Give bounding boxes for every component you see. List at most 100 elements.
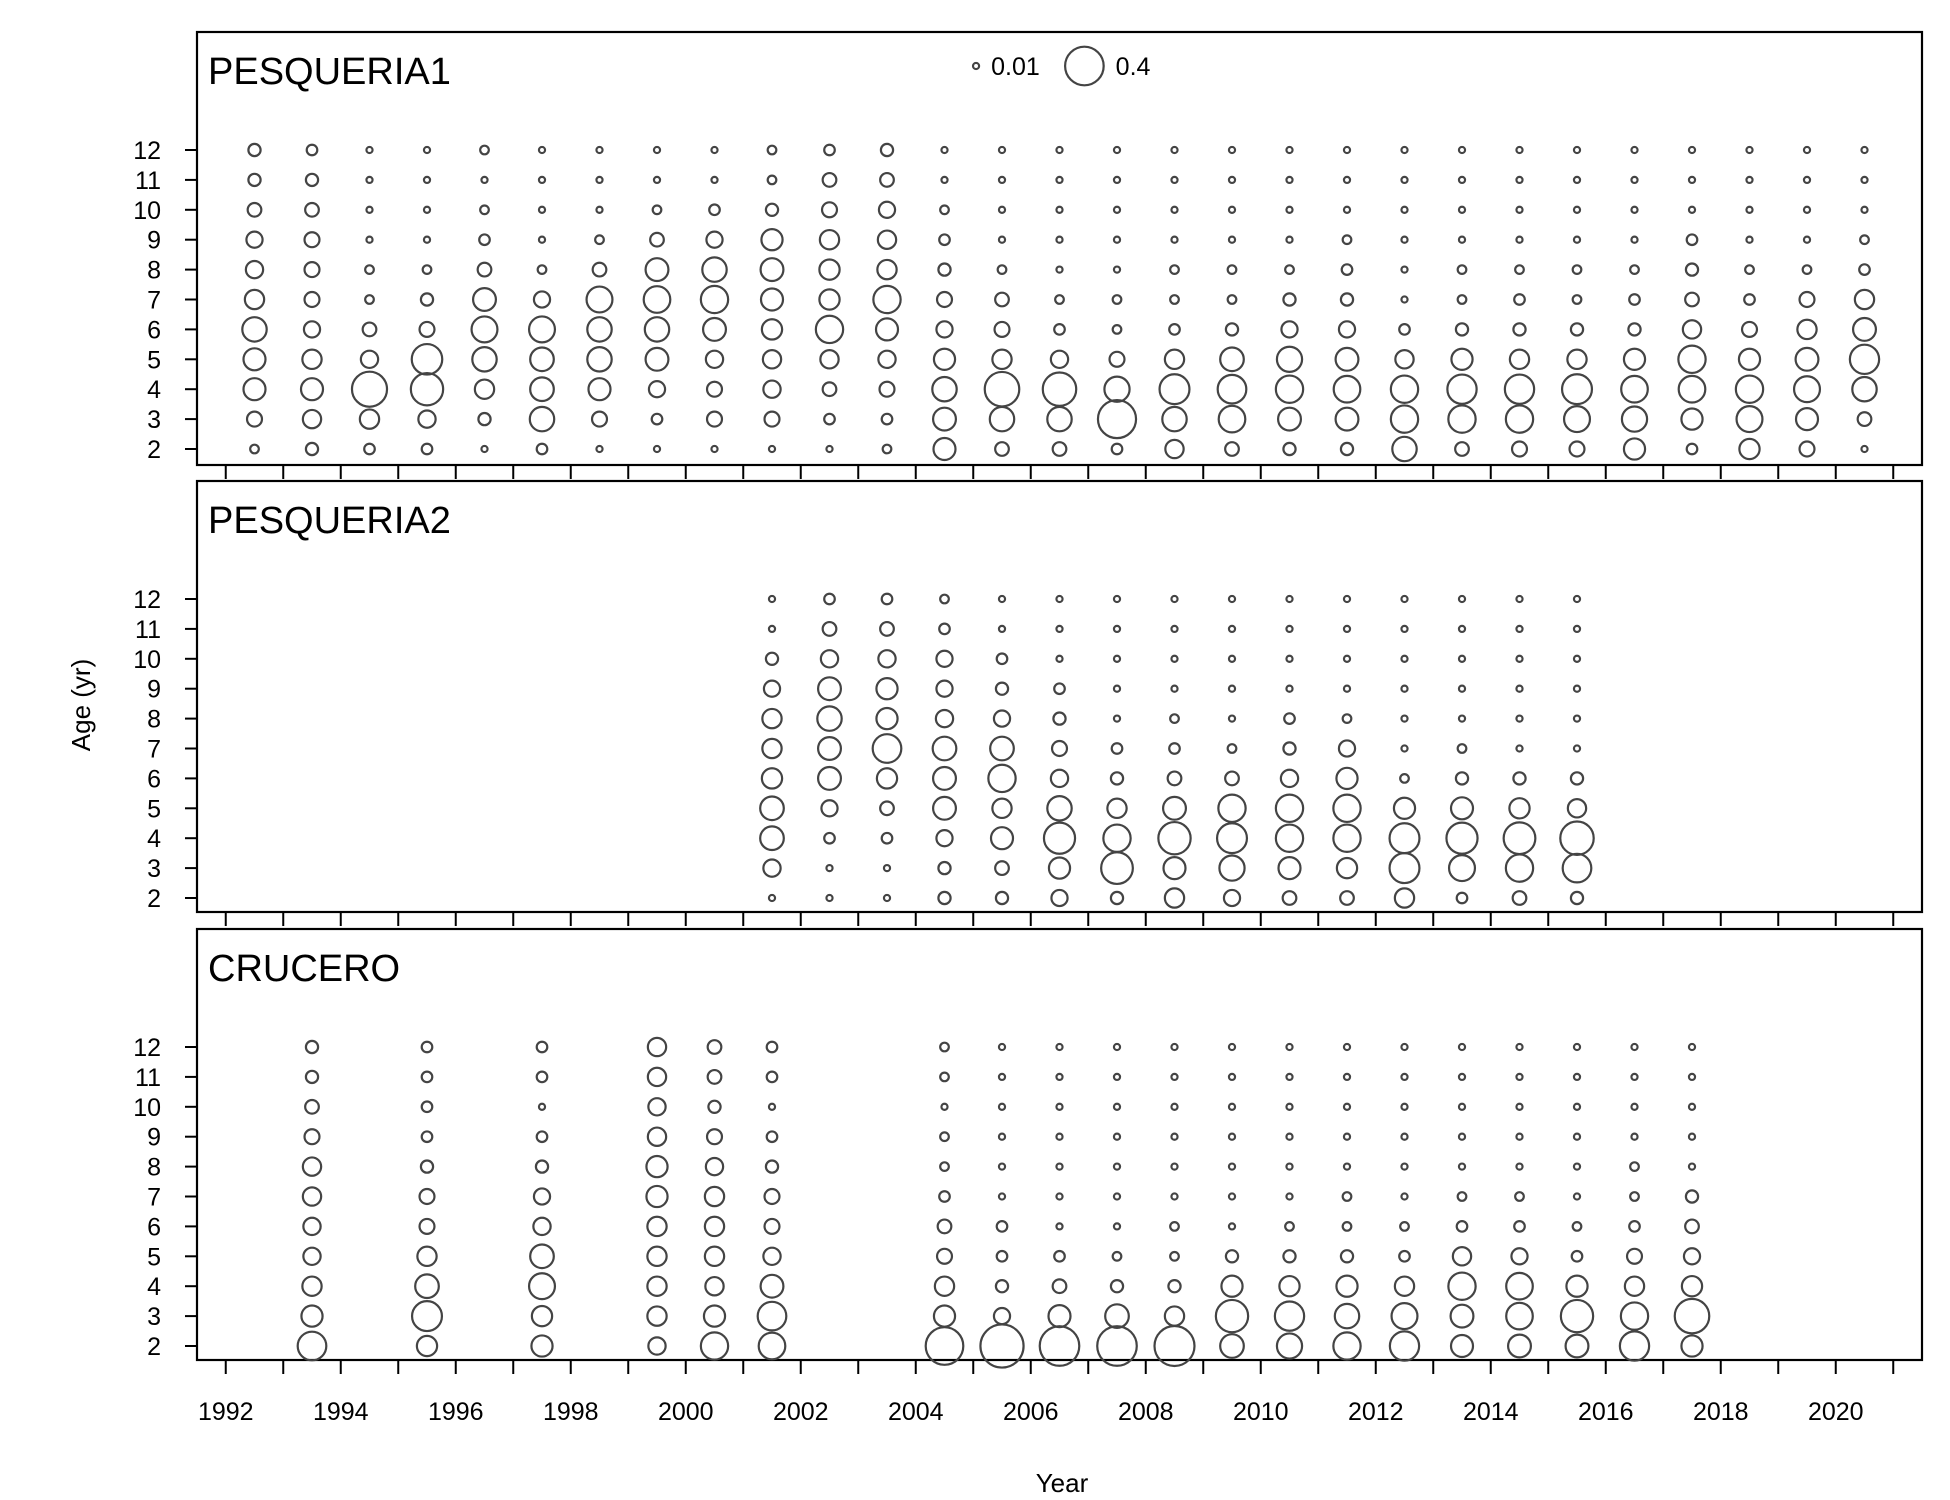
bubble bbox=[595, 205, 604, 214]
y-tick-label: 5 bbox=[147, 795, 161, 823]
bubble bbox=[242, 377, 267, 402]
bubble bbox=[1455, 891, 1469, 905]
bubble bbox=[1572, 1162, 1582, 1171]
bubble bbox=[1055, 1192, 1064, 1201]
bubble bbox=[1514, 264, 1525, 276]
bubble bbox=[819, 649, 840, 669]
bubble bbox=[1226, 264, 1238, 276]
bubble bbox=[710, 444, 719, 454]
bubble bbox=[1342, 145, 1352, 155]
x-tick-label: 2014 bbox=[1463, 1398, 1519, 1426]
panel-title: CRUCERO bbox=[208, 948, 400, 990]
bubble bbox=[759, 257, 785, 283]
bubble bbox=[534, 1159, 550, 1174]
bubble bbox=[1170, 1192, 1179, 1201]
bubble bbox=[1568, 440, 1586, 458]
bubble bbox=[938, 622, 951, 636]
bubble bbox=[470, 315, 499, 344]
bubble bbox=[1457, 1132, 1467, 1141]
bubble bbox=[761, 349, 783, 370]
bubble bbox=[535, 1040, 549, 1054]
bubble bbox=[1571, 294, 1583, 305]
bubble bbox=[1399, 772, 1410, 784]
bubble bbox=[247, 142, 262, 158]
panel-title: PESQUERIA2 bbox=[208, 500, 451, 542]
bubble bbox=[243, 288, 266, 311]
bubble bbox=[1166, 770, 1183, 787]
bubble bbox=[710, 145, 719, 155]
bubble bbox=[1227, 624, 1237, 634]
bubble bbox=[247, 172, 262, 188]
bubble bbox=[882, 893, 892, 903]
bubble bbox=[997, 1072, 1007, 1082]
bubble bbox=[989, 826, 1015, 851]
bubble bbox=[1449, 796, 1475, 821]
bubble bbox=[1680, 407, 1704, 431]
bubble bbox=[365, 235, 374, 244]
bubble bbox=[1503, 373, 1536, 405]
bubble bbox=[1801, 264, 1813, 276]
bubble bbox=[1055, 624, 1064, 634]
bubble bbox=[594, 234, 605, 246]
bubble bbox=[1511, 890, 1528, 906]
bubble bbox=[1226, 294, 1238, 305]
x-tick-label: 2004 bbox=[888, 1398, 944, 1426]
bubble bbox=[994, 681, 1010, 696]
bubble bbox=[1055, 205, 1064, 214]
bubble bbox=[1446, 373, 1478, 405]
bubble bbox=[1334, 406, 1360, 432]
bubble bbox=[1454, 322, 1470, 337]
bubble bbox=[529, 376, 555, 403]
bubble bbox=[1798, 440, 1816, 458]
bubble bbox=[816, 705, 843, 732]
y-tick-label: 9 bbox=[147, 227, 161, 255]
y-tick-label: 6 bbox=[147, 316, 161, 344]
bubble bbox=[646, 1275, 668, 1297]
bubble bbox=[1677, 374, 1707, 404]
bubble bbox=[816, 765, 843, 791]
bubble bbox=[1559, 1298, 1595, 1334]
bubble bbox=[991, 348, 1013, 371]
bubble bbox=[1673, 1297, 1711, 1335]
bubble bbox=[1051, 1278, 1068, 1295]
bubble bbox=[647, 380, 667, 399]
bubble bbox=[1737, 347, 1762, 371]
bubble bbox=[875, 706, 899, 731]
y-tick-label: 3 bbox=[147, 406, 161, 434]
bubble bbox=[1456, 743, 1468, 754]
bubble bbox=[699, 284, 730, 315]
y-tick-label: 2 bbox=[147, 436, 161, 464]
bubble bbox=[1170, 205, 1179, 214]
bubble bbox=[814, 314, 845, 345]
bubble bbox=[1046, 405, 1073, 433]
panel-frame bbox=[195, 927, 1924, 1362]
bubble bbox=[1170, 654, 1179, 663]
bubble bbox=[537, 145, 547, 155]
bubble bbox=[1457, 235, 1467, 244]
y-tick-label: 11 bbox=[135, 167, 161, 195]
bubble bbox=[1055, 175, 1064, 185]
bubble bbox=[1859, 234, 1870, 246]
bubble bbox=[1285, 175, 1294, 185]
bubble bbox=[1572, 145, 1582, 155]
bubble bbox=[529, 346, 555, 373]
bubble bbox=[1744, 264, 1755, 276]
bubble bbox=[1400, 235, 1409, 244]
bubble bbox=[877, 649, 897, 669]
x-tick-label: 1992 bbox=[198, 1398, 254, 1426]
bubble bbox=[1279, 768, 1300, 789]
bubble bbox=[1334, 346, 1360, 372]
bubble bbox=[1684, 262, 1700, 277]
bubble bbox=[1400, 1192, 1409, 1201]
bubble bbox=[705, 380, 724, 398]
bubble bbox=[1388, 852, 1421, 885]
bubble bbox=[757, 1331, 787, 1361]
bubble bbox=[645, 1154, 669, 1179]
bubble bbox=[1687, 1042, 1697, 1052]
bubble bbox=[1515, 594, 1524, 604]
bubble bbox=[823, 831, 836, 845]
bubble bbox=[1515, 1072, 1524, 1082]
bubble bbox=[585, 285, 614, 314]
bubble bbox=[1388, 1330, 1421, 1362]
bubble bbox=[935, 679, 954, 698]
